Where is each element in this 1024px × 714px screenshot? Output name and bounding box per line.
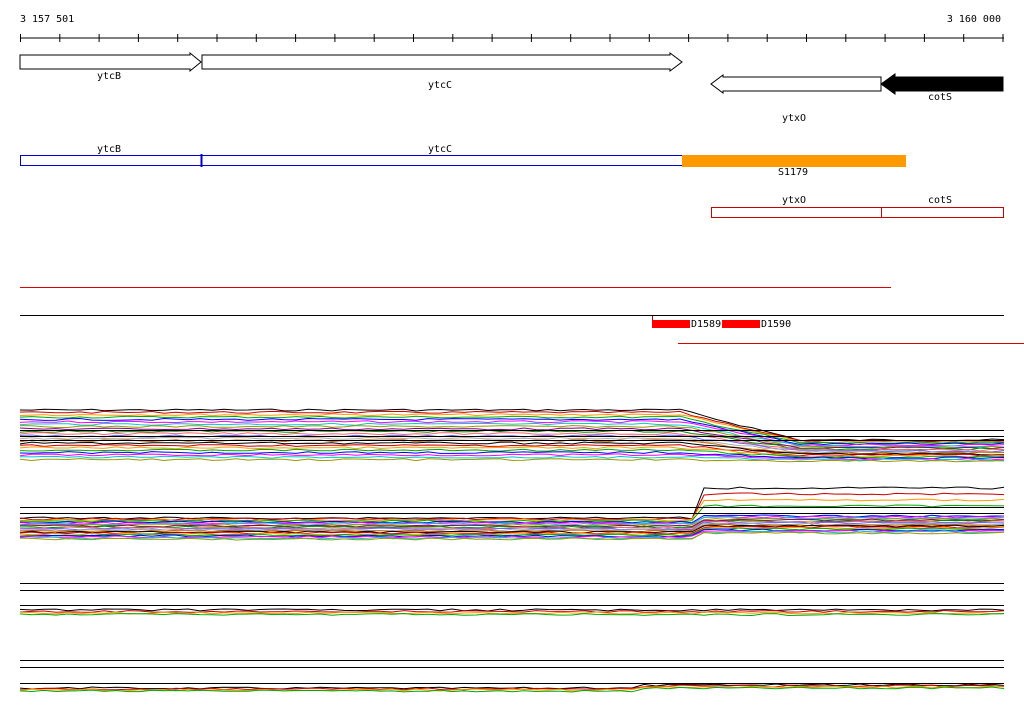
profile-line bbox=[19, 530, 1005, 540]
profile-line bbox=[19, 448, 1005, 459]
gene-label: cotS bbox=[928, 92, 952, 103]
feature bbox=[722, 320, 760, 328]
profile-line bbox=[19, 612, 1005, 617]
profile-line bbox=[19, 519, 1005, 529]
profile-line bbox=[19, 609, 1005, 613]
profile-line bbox=[19, 444, 1005, 457]
ruler-start: 3 157 501 bbox=[20, 14, 74, 25]
operon bbox=[711, 207, 882, 218]
profile-line bbox=[19, 526, 1005, 536]
transcript bbox=[201, 155, 683, 166]
profile-line bbox=[19, 514, 1004, 524]
profile-line bbox=[19, 686, 1005, 693]
profile-line bbox=[19, 486, 1005, 520]
profile-line bbox=[19, 521, 1005, 531]
transcript bbox=[20, 155, 202, 166]
gene-label: ytcB bbox=[97, 71, 121, 82]
transcript bbox=[682, 155, 906, 167]
profile-line bbox=[19, 446, 1005, 458]
profile-line bbox=[19, 441, 1005, 456]
profile-line bbox=[19, 417, 1005, 446]
gene-arrow bbox=[19, 51, 202, 73]
profile-line bbox=[19, 504, 1005, 523]
gene-arrow bbox=[880, 73, 1004, 95]
operon bbox=[881, 207, 1004, 218]
expression-profiles bbox=[19, 408, 1005, 693]
transcript-label: ytcC bbox=[428, 144, 452, 155]
profile-line bbox=[19, 427, 1005, 450]
profile-line bbox=[19, 685, 1005, 692]
operon-label: cotS bbox=[928, 195, 952, 206]
profile-line bbox=[19, 422, 1005, 448]
ruler-end: 3 160 000 bbox=[947, 14, 1001, 25]
profile-line bbox=[19, 529, 1005, 539]
profile-line bbox=[19, 517, 1005, 527]
profile-line bbox=[19, 531, 1005, 541]
profile-line bbox=[19, 458, 1005, 463]
profile-line bbox=[19, 492, 1005, 521]
operon-label: ytxO bbox=[782, 195, 806, 206]
feature-label: D1590 bbox=[761, 319, 791, 330]
profile-line bbox=[19, 453, 1005, 461]
feature-label: D1589 bbox=[691, 319, 721, 330]
gene-arrow bbox=[710, 74, 882, 94]
profile-line bbox=[19, 525, 1005, 535]
profile-line bbox=[19, 455, 1005, 462]
gene-label: ytcC bbox=[428, 80, 452, 91]
transcript-label: S1179 bbox=[778, 167, 808, 178]
gene-label: ytxO bbox=[782, 113, 806, 124]
gene-arrow bbox=[201, 52, 683, 72]
ruler-ticks bbox=[20, 34, 1004, 42]
profile-line bbox=[19, 413, 1005, 444]
profile-line bbox=[19, 408, 1005, 442]
profile-line bbox=[19, 608, 1005, 612]
profile-line bbox=[19, 498, 1005, 522]
transcript-label: ytcB bbox=[97, 144, 121, 155]
feature bbox=[652, 320, 690, 328]
profile-line bbox=[19, 436, 1005, 454]
